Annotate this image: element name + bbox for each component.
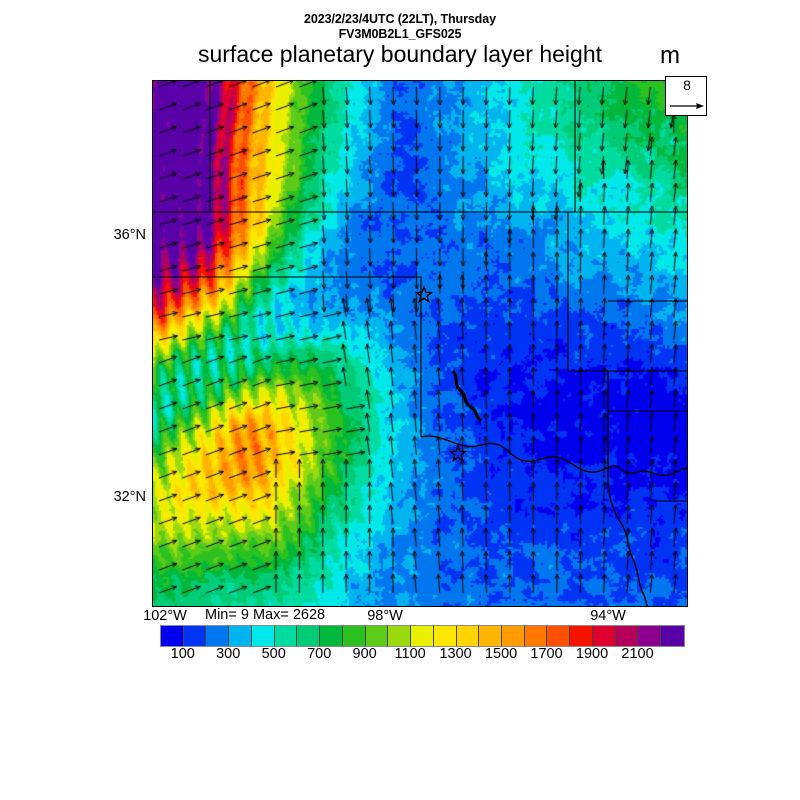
lon-label-0: 102°W [143, 608, 187, 624]
colorbar-segment [592, 626, 616, 646]
colorbar-tick: 1900 [575, 646, 609, 662]
colorbar-segment [638, 626, 662, 646]
wind-vector-overlay [153, 81, 687, 606]
colorbar-tick: 300 [216, 646, 241, 662]
colorbar-tick: 1300 [439, 646, 472, 662]
colorbar-segment [661, 626, 684, 646]
colorbar-segment [365, 626, 389, 646]
colorbar-segment [411, 626, 434, 646]
colorbar-segment [229, 626, 252, 646]
colorbar-segment [251, 626, 275, 646]
wind-reference-legend: 8 [665, 76, 707, 116]
colorbar-tick: 1100 [394, 646, 426, 662]
title-model: FV3M0B2L1_GFS025 [338, 27, 462, 41]
wind-vector-arrow-icon [670, 103, 704, 109]
colorbar-segment [479, 626, 503, 646]
wind-legend-value: 8 [683, 77, 691, 93]
colorbar-tick: 1700 [530, 646, 563, 662]
colorbar-segment [615, 626, 639, 646]
colorbar-segment [388, 626, 412, 646]
colorbar-segment [502, 626, 525, 646]
colorbar-segment [456, 626, 480, 646]
minmax-stats-label: Min= 9 Max= 2628 [205, 607, 326, 623]
map-plot-area [152, 80, 688, 607]
title-datetime: 2023/2/23/4UTC (22LT), Thursday [304, 12, 496, 26]
lon-label-1: 98°W [367, 608, 403, 624]
colorbar-segment [161, 626, 184, 646]
colorbar-segment [206, 626, 230, 646]
colorbar-segment [297, 626, 321, 646]
colorbar-tick: 100 [170, 646, 195, 662]
unit-label: m [660, 42, 680, 69]
lat-label-1: 32°N [113, 489, 146, 505]
colorbar-tick: 2100 [621, 646, 654, 662]
colorbar-segment [524, 626, 548, 646]
colorbar[interactable] [160, 625, 685, 647]
colorbar-segment [570, 626, 593, 646]
colorbar-tick: 1500 [484, 646, 518, 662]
colorbar-tick: 900 [352, 646, 377, 662]
colorbar-tick: 500 [261, 646, 286, 662]
colorbar-segment [320, 626, 343, 646]
colorbar-segment [433, 626, 457, 646]
colorbar-segment [183, 626, 207, 646]
colorbar-segment [547, 626, 571, 646]
colorbar-tick: 700 [307, 646, 332, 662]
colorbar-segment [342, 626, 366, 646]
colorbar-tick-labels: 100 300 500 700 900 1100 1300 1500 1700 1900 2100 [0, 646, 800, 666]
page-title: surface planetary boundary layer height [197, 41, 603, 67]
lon-label-2: 94°W [590, 608, 626, 624]
lat-label-0: 36°N [113, 227, 146, 243]
colorbar-segment [274, 626, 298, 646]
